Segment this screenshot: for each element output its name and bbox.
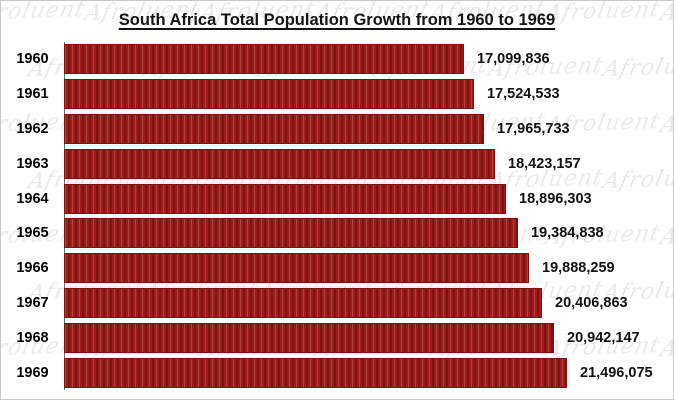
bar-row: 1964 18,896,303 — [1, 181, 673, 216]
bar-row: 1960 17,099,836 — [1, 42, 673, 77]
population-bar — [64, 253, 529, 284]
population-bar — [64, 183, 506, 214]
bar-track: 19,888,259 — [64, 251, 673, 286]
year-label: 1963 — [16, 155, 49, 172]
population-bar — [64, 79, 474, 110]
population-bar — [64, 148, 495, 179]
bar-track: 17,965,733 — [64, 112, 673, 147]
year-label: 1965 — [16, 225, 49, 242]
value-label: 20,942,147 — [567, 329, 640, 346]
population-bar — [64, 322, 554, 353]
year-label: 1961 — [16, 86, 49, 103]
bar-row: 1963 18,423,157 — [1, 146, 673, 181]
y-axis-line — [64, 42, 65, 390]
value-label: 18,423,157 — [508, 155, 581, 172]
bar-row: 1965 19,384,838 — [1, 216, 673, 251]
bar-row: 1968 20,942,147 — [1, 320, 673, 355]
bar-track: 17,524,533 — [64, 77, 673, 112]
bar-row: 1962 17,965,733 — [1, 112, 673, 147]
value-label: 19,384,838 — [531, 225, 604, 242]
value-label: 18,896,303 — [519, 190, 592, 207]
bar-row: 1961 17,524,533 — [1, 77, 673, 112]
bar-track: 18,896,303 — [64, 181, 673, 216]
value-label: 17,965,733 — [497, 120, 570, 137]
year-label: 1964 — [16, 190, 49, 207]
year-label: 1962 — [16, 120, 49, 137]
year-label: 1967 — [16, 294, 49, 311]
year-label: 1969 — [16, 364, 49, 381]
value-label: 19,888,259 — [542, 260, 615, 277]
population-bar — [64, 218, 518, 249]
bar-track: 18,423,157 — [64, 146, 673, 181]
chart-title: South Africa Total Population Growth fro… — [118, 11, 556, 29]
bar-track: 17,099,836 — [64, 42, 673, 77]
bar-rows: 1960 17,099,836 1961 17,524,533 1962 17,965,7… — [1, 42, 673, 390]
bar-track: 21,496,075 — [64, 355, 673, 390]
value-label: 17,524,533 — [487, 86, 560, 103]
value-label: 21,496,075 — [580, 364, 653, 381]
bar-track: 20,406,863 — [64, 286, 673, 321]
bar-chart: 1960 17,099,836 1961 17,524,533 1962 17,965,7… — [1, 42, 673, 390]
year-label: 1966 — [16, 260, 49, 277]
year-label: 1960 — [16, 51, 49, 68]
population-bar — [64, 44, 464, 75]
population-bar — [64, 113, 484, 144]
bar-row: 1966 19,888,259 — [1, 251, 673, 286]
population-bar — [64, 357, 567, 388]
bar-row: 1969 21,496,075 — [1, 355, 673, 390]
year-label: 1968 — [16, 329, 49, 346]
population-bar — [64, 287, 542, 318]
value-label: 20,406,863 — [555, 294, 628, 311]
bar-track: 19,384,838 — [64, 216, 673, 251]
bar-track: 20,942,147 — [64, 320, 673, 355]
bar-row: 1967 20,406,863 — [1, 286, 673, 321]
value-label: 17,099,836 — [477, 51, 550, 68]
